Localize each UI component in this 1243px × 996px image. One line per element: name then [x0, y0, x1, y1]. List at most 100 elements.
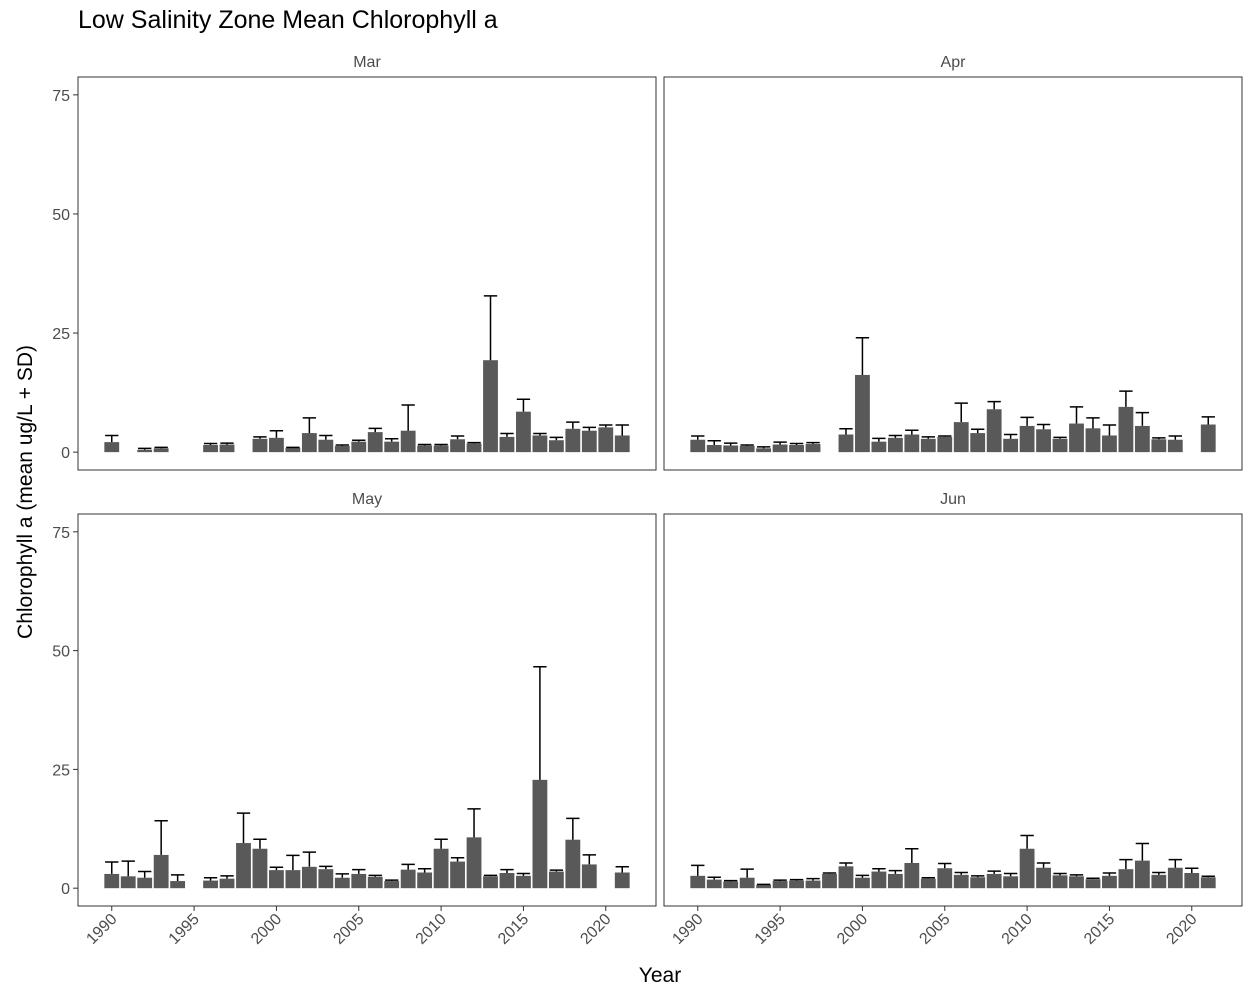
bar [368, 432, 383, 452]
error-bar [599, 425, 612, 427]
error-bar [724, 443, 737, 445]
bar [220, 879, 235, 889]
y-tick-label: 0 [61, 445, 70, 462]
bar [806, 444, 821, 452]
error-bar [418, 445, 431, 446]
bar [565, 840, 580, 888]
bar [434, 445, 449, 452]
error-bar [550, 437, 563, 440]
bar [236, 843, 251, 888]
bar [549, 440, 564, 452]
error-bar [872, 869, 885, 872]
error-bar [138, 448, 151, 449]
error-bar [922, 878, 935, 879]
error-bar [369, 875, 382, 876]
bar [483, 360, 498, 452]
y-tick-label: 50 [52, 644, 70, 661]
error-bar [451, 436, 464, 439]
error-bar [1070, 407, 1083, 424]
error-bar [839, 863, 852, 866]
bar [806, 881, 821, 889]
bar [137, 878, 152, 888]
error-bar [1152, 873, 1165, 875]
bar [121, 876, 136, 888]
error-bar [971, 876, 984, 877]
error-bar [856, 338, 869, 375]
bar [1086, 428, 1101, 452]
y-axis-label: Chlorophyll a (mean ug/L + SD) [14, 345, 37, 639]
bar [170, 881, 185, 888]
bar [921, 879, 936, 889]
bar [1168, 440, 1183, 452]
y-tick-label: 25 [52, 326, 70, 343]
bar [954, 875, 969, 888]
error-bar [517, 873, 530, 875]
error-bar [401, 864, 414, 869]
error-bar [220, 443, 233, 444]
bar [904, 863, 919, 888]
error-bar [319, 866, 332, 869]
bar [1020, 426, 1035, 452]
bar [970, 433, 985, 452]
error-bar [1070, 875, 1083, 876]
error-bar [467, 443, 480, 444]
bar [532, 780, 547, 888]
error-bar [938, 863, 951, 868]
y-tick-label: 25 [52, 762, 70, 779]
error-bar [385, 439, 398, 442]
error-bar [955, 873, 968, 875]
bar [1201, 425, 1216, 453]
error-bar [691, 865, 704, 875]
bar [1053, 875, 1068, 888]
error-bar [971, 429, 984, 433]
error-bar [790, 444, 803, 445]
bar [335, 878, 350, 888]
bar [302, 433, 317, 452]
error-bar [806, 879, 819, 881]
error-bar [740, 445, 753, 446]
bar [269, 438, 284, 452]
error-bar [385, 880, 398, 881]
bar [1053, 439, 1068, 452]
error-bar [253, 839, 266, 849]
bar [921, 439, 936, 452]
bar [582, 431, 597, 452]
bar [970, 877, 985, 888]
bar [789, 881, 804, 889]
bar [253, 849, 268, 888]
error-bar [484, 875, 497, 876]
bar [1020, 849, 1035, 888]
facet-label: Mar [353, 54, 381, 71]
error-bar [872, 438, 885, 441]
bar [368, 877, 383, 888]
error-bar [286, 855, 299, 870]
facet-label: Apr [941, 54, 967, 71]
bar [615, 435, 630, 452]
panel-border [664, 514, 1242, 906]
bar [417, 873, 432, 889]
error-bar [171, 875, 184, 881]
x-tick-label: 2005 [330, 911, 367, 948]
error-bar [467, 809, 480, 838]
error-bar [434, 445, 447, 446]
x-tick-label: 2000 [834, 911, 871, 948]
bar [1069, 876, 1084, 888]
chart-title: Low Salinity Zone Mean Chlorophyll a [78, 6, 498, 34]
error-bar [1053, 873, 1066, 875]
bar [888, 874, 903, 888]
bar [549, 872, 564, 889]
bar [1003, 876, 1018, 888]
bar [1135, 861, 1150, 889]
bar [690, 876, 705, 888]
bar [318, 869, 333, 888]
error-bar [1037, 425, 1050, 430]
error-bar [1020, 835, 1033, 848]
x-tick-label: 2010 [999, 911, 1036, 948]
error-bar [566, 818, 579, 839]
bar [839, 435, 854, 453]
error-bar [1103, 425, 1116, 435]
error-bar [336, 445, 349, 446]
bar [707, 445, 722, 452]
bar [1102, 435, 1117, 452]
